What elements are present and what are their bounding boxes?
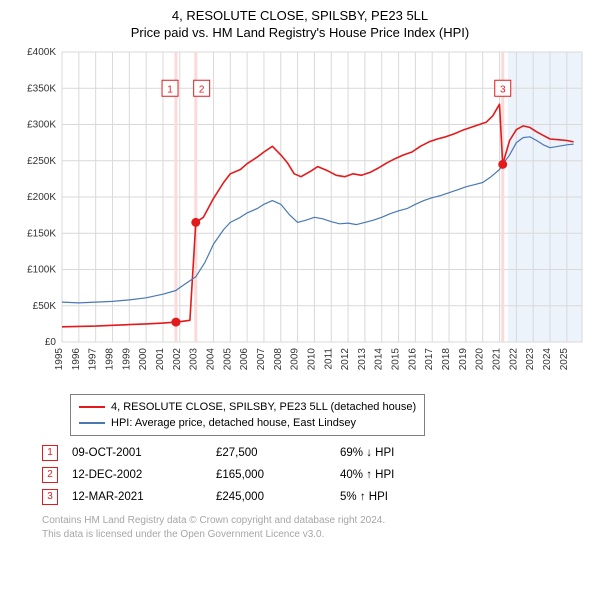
svg-text:2013: 2013 bbox=[357, 348, 368, 371]
attr-line-2: This data is licensed under the Open Gov… bbox=[42, 528, 578, 542]
svg-text:1995: 1995 bbox=[54, 348, 65, 371]
svg-text:2001: 2001 bbox=[155, 348, 166, 371]
svg-text:2014: 2014 bbox=[374, 348, 385, 371]
sale-index-box: 3 bbox=[42, 489, 58, 505]
svg-text:2004: 2004 bbox=[205, 348, 216, 371]
chart-plot: 1 2 3 £0 £50K £100K £150K £200K £250K £300K £350K £… bbox=[10, 46, 590, 386]
svg-text:£50K: £50K bbox=[33, 301, 57, 312]
svg-text:2002: 2002 bbox=[172, 348, 183, 371]
svg-text:£100K: £100K bbox=[27, 265, 56, 276]
svg-text:1: 1 bbox=[167, 84, 173, 95]
chart-title: 4, RESOLUTE CLOSE, SPILSBY, PE23 5LL bbox=[10, 8, 590, 23]
svg-text:£350K: £350K bbox=[27, 83, 56, 94]
sale-date: 12-MAR-2021 bbox=[72, 491, 202, 503]
svg-text:£150K: £150K bbox=[27, 228, 56, 239]
attr-line-1: Contains HM Land Registry data © Crown c… bbox=[42, 514, 578, 528]
chart-container: 4, RESOLUTE CLOSE, SPILSBY, PE23 5LL Pri… bbox=[0, 0, 600, 549]
svg-text:£300K: £300K bbox=[27, 120, 56, 131]
legend-label: HPI: Average price, detached house, East… bbox=[111, 417, 356, 429]
svg-text:2020: 2020 bbox=[475, 348, 486, 371]
legend-swatch bbox=[79, 422, 105, 424]
chart-subtitle: Price paid vs. HM Land Registry's House … bbox=[10, 25, 590, 40]
svg-text:1999: 1999 bbox=[121, 348, 132, 371]
svg-text:2003: 2003 bbox=[189, 348, 200, 371]
sale-price: £245,000 bbox=[216, 491, 326, 503]
sale-hpi: 69% ↓ HPI bbox=[340, 447, 450, 459]
svg-text:2017: 2017 bbox=[424, 348, 435, 371]
svg-text:2023: 2023 bbox=[525, 348, 536, 371]
sale-row: 3 12-MAR-2021 £245,000 5% ↑ HPI bbox=[42, 486, 578, 508]
svg-text:2019: 2019 bbox=[458, 348, 469, 371]
sale-row: 2 12-DEC-2002 £165,000 40% ↑ HPI bbox=[42, 464, 578, 486]
svg-text:2006: 2006 bbox=[239, 348, 250, 371]
attribution: Contains HM Land Registry data © Crown c… bbox=[42, 514, 578, 541]
svg-text:2011: 2011 bbox=[323, 348, 334, 370]
sale-hpi: 40% ↑ HPI bbox=[340, 469, 450, 481]
sale-price: £165,000 bbox=[216, 469, 326, 481]
sale-index-box: 1 bbox=[42, 445, 58, 461]
svg-text:2010: 2010 bbox=[306, 348, 317, 371]
svg-text:2022: 2022 bbox=[508, 348, 519, 371]
sale-price: £27,500 bbox=[216, 447, 326, 459]
sale-row: 1 09-OCT-2001 £27,500 69% ↓ HPI bbox=[42, 442, 578, 464]
sale-date: 09-OCT-2001 bbox=[72, 447, 202, 459]
svg-text:2: 2 bbox=[199, 84, 205, 95]
svg-text:2016: 2016 bbox=[407, 348, 418, 371]
sale-hpi: 5% ↑ HPI bbox=[340, 491, 450, 503]
svg-text:2009: 2009 bbox=[290, 348, 301, 371]
svg-text:£250K: £250K bbox=[27, 156, 56, 167]
svg-text:1998: 1998 bbox=[104, 348, 115, 371]
sale-date: 12-DEC-2002 bbox=[72, 469, 202, 481]
legend-item: HPI: Average price, detached house, East… bbox=[79, 415, 416, 431]
svg-text:2000: 2000 bbox=[138, 348, 149, 371]
svg-text:2025: 2025 bbox=[559, 348, 570, 371]
legend-item: 4, RESOLUTE CLOSE, SPILSBY, PE23 5LL (de… bbox=[79, 399, 416, 415]
svg-text:2012: 2012 bbox=[340, 348, 351, 371]
legend-swatch bbox=[79, 406, 105, 408]
svg-text:£0: £0 bbox=[45, 337, 57, 348]
svg-text:2007: 2007 bbox=[256, 348, 267, 371]
sales-table: 1 09-OCT-2001 £27,500 69% ↓ HPI 2 12-DEC-2002… bbox=[42, 442, 578, 508]
svg-text:£400K: £400K bbox=[27, 47, 56, 58]
svg-text:2024: 2024 bbox=[542, 348, 553, 371]
chart-svg: 1 2 3 £0 £50K £100K £150K £200K £250K £300K £350K £… bbox=[10, 46, 590, 386]
sale-index-box: 2 bbox=[42, 467, 58, 483]
svg-text:£200K: £200K bbox=[27, 192, 56, 203]
svg-text:2008: 2008 bbox=[273, 348, 284, 371]
svg-text:1996: 1996 bbox=[71, 348, 82, 371]
svg-text:2018: 2018 bbox=[441, 348, 452, 371]
svg-text:3: 3 bbox=[500, 84, 506, 95]
svg-text:2021: 2021 bbox=[492, 348, 503, 371]
svg-text:2015: 2015 bbox=[391, 348, 402, 371]
legend: 4, RESOLUTE CLOSE, SPILSBY, PE23 5LL (de… bbox=[70, 394, 425, 436]
svg-text:1997: 1997 bbox=[88, 348, 99, 371]
svg-text:2005: 2005 bbox=[222, 348, 233, 371]
legend-label: 4, RESOLUTE CLOSE, SPILSBY, PE23 5LL (de… bbox=[111, 401, 416, 413]
